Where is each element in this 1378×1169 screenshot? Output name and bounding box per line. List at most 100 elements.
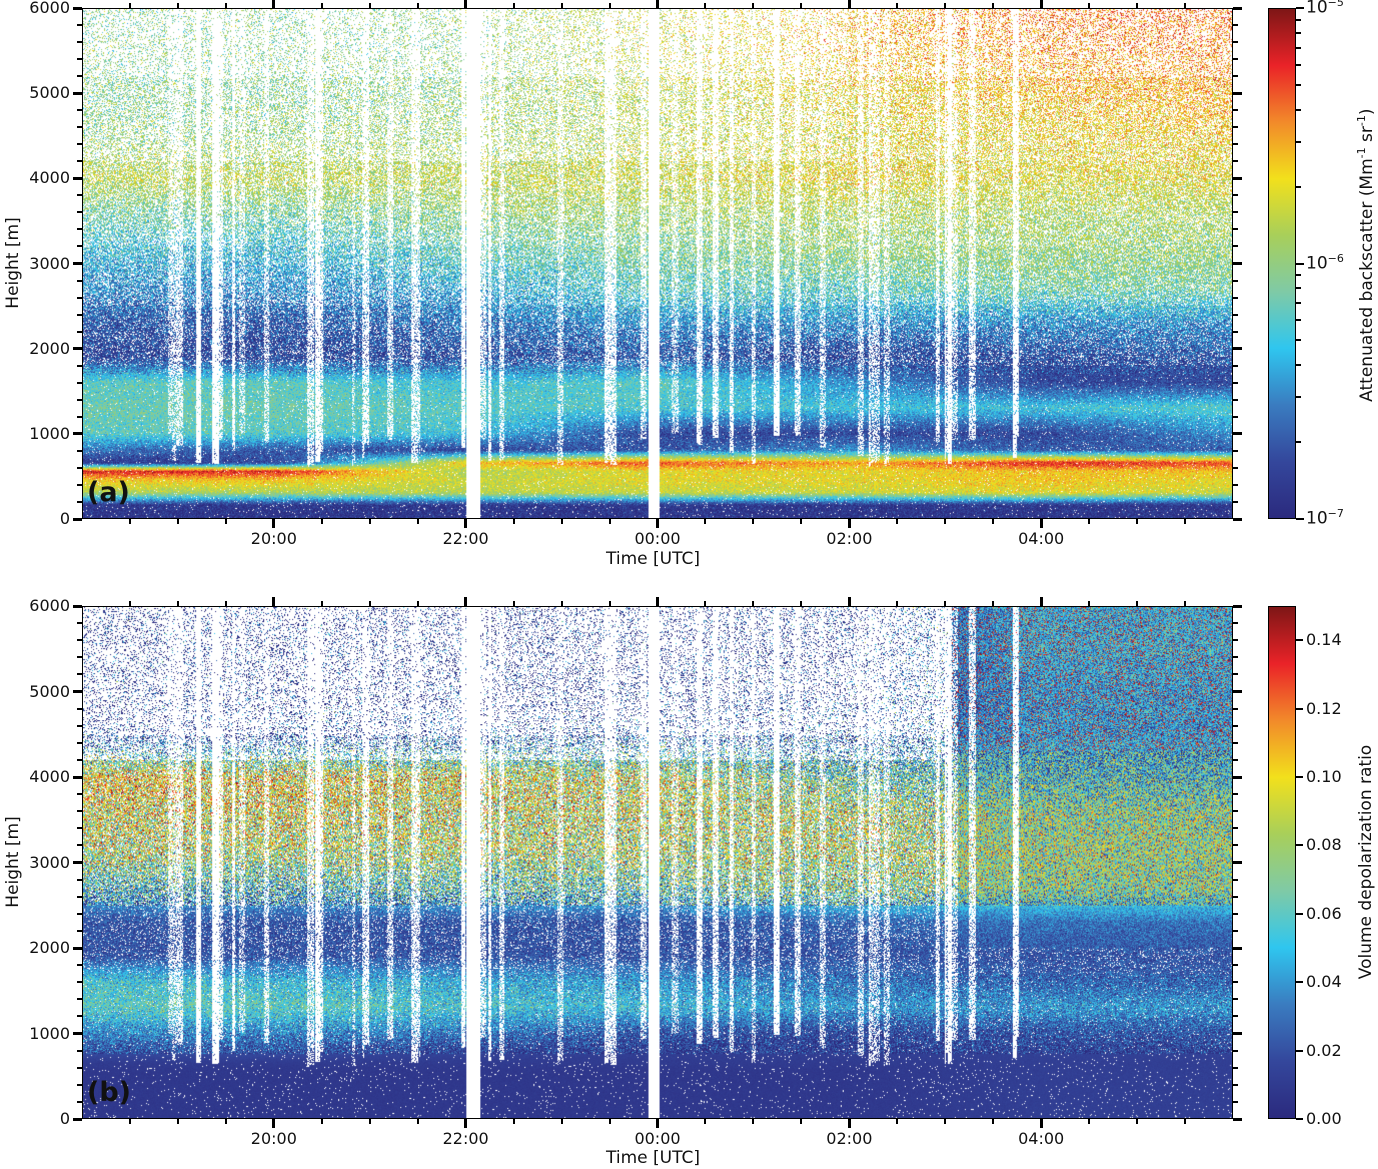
x-minor-tick <box>128 519 131 524</box>
x-minor-tick <box>224 601 227 606</box>
y-minor-tick <box>77 981 82 984</box>
y-minor-tick <box>77 878 82 881</box>
colorbar-major-tick <box>1296 639 1303 642</box>
colorbar-label-text: ) <box>1356 108 1377 116</box>
backscatter-heatmap <box>83 9 1232 518</box>
y-minor-tick <box>77 1049 82 1052</box>
y-major-tick <box>73 176 82 180</box>
y-minor-tick <box>77 1015 82 1018</box>
x-minor-tick <box>800 601 803 606</box>
x-minor-tick <box>896 3 899 8</box>
y-minor-tick <box>1233 929 1238 932</box>
y-major-tick <box>1233 432 1242 436</box>
x-major-tick <box>656 1119 659 1128</box>
x-minor-tick <box>320 601 323 606</box>
x-major-tick <box>656 519 659 528</box>
y-major-tick <box>1233 262 1242 265</box>
y-minor-tick <box>77 724 82 727</box>
y-minor-tick <box>77 313 82 316</box>
x-major-tick <box>1039 519 1043 528</box>
y-minor-tick <box>1233 466 1238 469</box>
tick-exponent: −6 <box>1327 251 1344 265</box>
y-tick-label: 2000 <box>29 938 70 957</box>
x-major-tick <box>272 519 276 528</box>
y-minor-tick <box>1233 143 1238 146</box>
y-minor-tick <box>1233 296 1238 299</box>
colorbar-minor-tick <box>1296 339 1301 342</box>
y-minor-tick <box>77 500 82 503</box>
colorbar-tick-label: 0.02 <box>1306 1040 1342 1060</box>
y-minor-tick <box>77 41 82 44</box>
y-minor-tick <box>1233 279 1238 282</box>
x-minor-tick <box>416 519 419 524</box>
colorbar-minor-tick <box>1296 83 1301 86</box>
colorbar-minor-tick <box>1296 108 1301 111</box>
x-major-tick <box>656 597 659 606</box>
y-minor-tick <box>1233 656 1238 659</box>
colorbar-tick-label: 0.06 <box>1306 903 1342 923</box>
x-minor-tick <box>1088 601 1091 606</box>
x-major-tick <box>656 0 659 8</box>
y-minor-tick <box>1233 912 1238 915</box>
x-major-tick <box>272 0 276 8</box>
y-minor-tick <box>77 398 82 401</box>
x-tick-label: 04:00 <box>1018 1129 1065 1148</box>
x-minor-tick <box>1184 3 1187 8</box>
y-minor-tick <box>77 810 82 813</box>
x-minor-tick <box>224 3 227 8</box>
x-minor-tick <box>944 601 947 606</box>
x-minor-tick <box>368 601 371 606</box>
y-minor-tick <box>1233 415 1238 418</box>
x-minor-tick <box>512 1119 515 1124</box>
y-major-tick <box>73 347 82 351</box>
y-minor-tick <box>77 929 82 932</box>
y-minor-tick <box>1233 364 1238 367</box>
y-minor-tick <box>1233 724 1238 727</box>
y-minor-tick <box>1233 24 1238 27</box>
y-minor-tick <box>77 844 82 847</box>
y-tick-label: 1000 <box>29 1023 70 1043</box>
y-major-tick <box>1233 604 1242 608</box>
y-minor-tick <box>77 245 82 248</box>
y-minor-tick <box>77 758 82 761</box>
y-minor-tick <box>1233 449 1238 452</box>
y-minor-tick <box>77 449 82 452</box>
x-minor-tick <box>128 601 131 606</box>
x-major-tick <box>464 597 468 606</box>
colorbar-label: Volume depolarization ratio <box>1356 744 1376 980</box>
y-minor-tick <box>1233 998 1238 1001</box>
y-tick-label: 0 <box>59 509 70 528</box>
x-minor-tick <box>128 3 131 8</box>
x-minor-tick <box>560 1119 563 1124</box>
x-minor-tick <box>704 1119 707 1124</box>
y-major-tick <box>73 517 82 521</box>
x-tick-label: 22:00 <box>442 529 489 548</box>
y-minor-tick <box>1233 245 1238 248</box>
y-minor-tick <box>77 793 82 796</box>
colorbar-minor-tick <box>1296 185 1301 188</box>
y-minor-tick <box>1233 1015 1238 1018</box>
tick-base: 10 <box>1306 508 1328 529</box>
x-minor-tick <box>896 1119 899 1124</box>
y-minor-tick <box>1233 673 1238 676</box>
x-major-tick <box>1039 597 1043 606</box>
y-minor-tick <box>1233 194 1238 197</box>
x-major-tick <box>272 597 276 606</box>
x-minor-tick <box>608 601 611 606</box>
y-minor-tick <box>77 194 82 197</box>
colorbar-major-tick <box>1296 1118 1303 1120</box>
y-minor-tick <box>77 622 82 625</box>
y-major-tick <box>73 262 82 265</box>
y-minor-tick <box>77 741 82 744</box>
x-minor-tick <box>560 3 563 8</box>
y-minor-tick <box>1233 1083 1238 1086</box>
y-minor-tick <box>1233 827 1238 830</box>
y-minor-tick <box>77 827 82 830</box>
x-minor-tick <box>944 3 947 8</box>
backscatter-plot: (a) <box>82 8 1233 519</box>
y-minor-tick <box>1233 895 1238 898</box>
x-minor-tick <box>944 519 947 524</box>
y-major-tick <box>73 6 82 10</box>
colorbar-minor-tick <box>1296 319 1301 322</box>
y-minor-tick <box>77 895 82 898</box>
